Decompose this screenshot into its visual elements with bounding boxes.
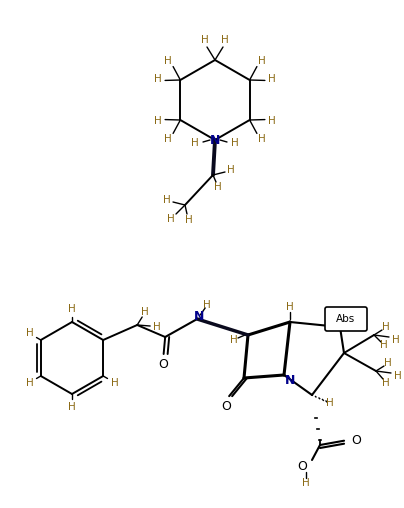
Text: H: H <box>268 116 276 126</box>
Text: H: H <box>382 322 390 332</box>
Text: H: H <box>268 74 276 84</box>
Text: H: H <box>111 377 118 388</box>
Text: O: O <box>158 359 168 371</box>
Text: O: O <box>351 433 361 447</box>
Text: H: H <box>154 74 162 84</box>
Text: H: H <box>201 35 209 45</box>
Text: H: H <box>185 215 193 225</box>
Text: H: H <box>258 134 266 144</box>
Text: H: H <box>227 165 235 175</box>
Text: H: H <box>231 138 239 148</box>
Text: O: O <box>297 460 307 473</box>
Text: H: H <box>380 340 388 350</box>
Text: H: H <box>214 182 222 192</box>
Text: H: H <box>302 478 310 488</box>
Text: H: H <box>167 214 175 224</box>
Text: H: H <box>382 378 390 388</box>
Text: H: H <box>221 35 229 45</box>
Text: H: H <box>153 322 161 332</box>
Text: N: N <box>210 134 220 146</box>
Text: H: H <box>203 300 211 310</box>
Text: H: H <box>164 56 172 67</box>
Text: Abs: Abs <box>337 314 356 324</box>
Text: H: H <box>394 371 402 381</box>
Text: H: H <box>141 307 149 317</box>
Text: O: O <box>221 400 231 414</box>
Text: H: H <box>230 335 238 345</box>
Text: H: H <box>164 134 172 144</box>
Text: H: H <box>392 335 400 345</box>
Text: H: H <box>163 195 171 205</box>
Text: H: H <box>68 402 76 412</box>
Text: H: H <box>286 302 294 312</box>
FancyBboxPatch shape <box>325 307 367 331</box>
Text: N: N <box>194 310 204 324</box>
Text: H: H <box>326 398 334 408</box>
Text: H: H <box>384 358 392 368</box>
Text: H: H <box>26 377 34 388</box>
Text: N: N <box>285 373 295 387</box>
Text: H: H <box>258 56 266 67</box>
Text: H: H <box>191 138 199 148</box>
Text: H: H <box>68 304 76 314</box>
Text: H: H <box>26 329 34 338</box>
Text: H: H <box>154 116 162 126</box>
